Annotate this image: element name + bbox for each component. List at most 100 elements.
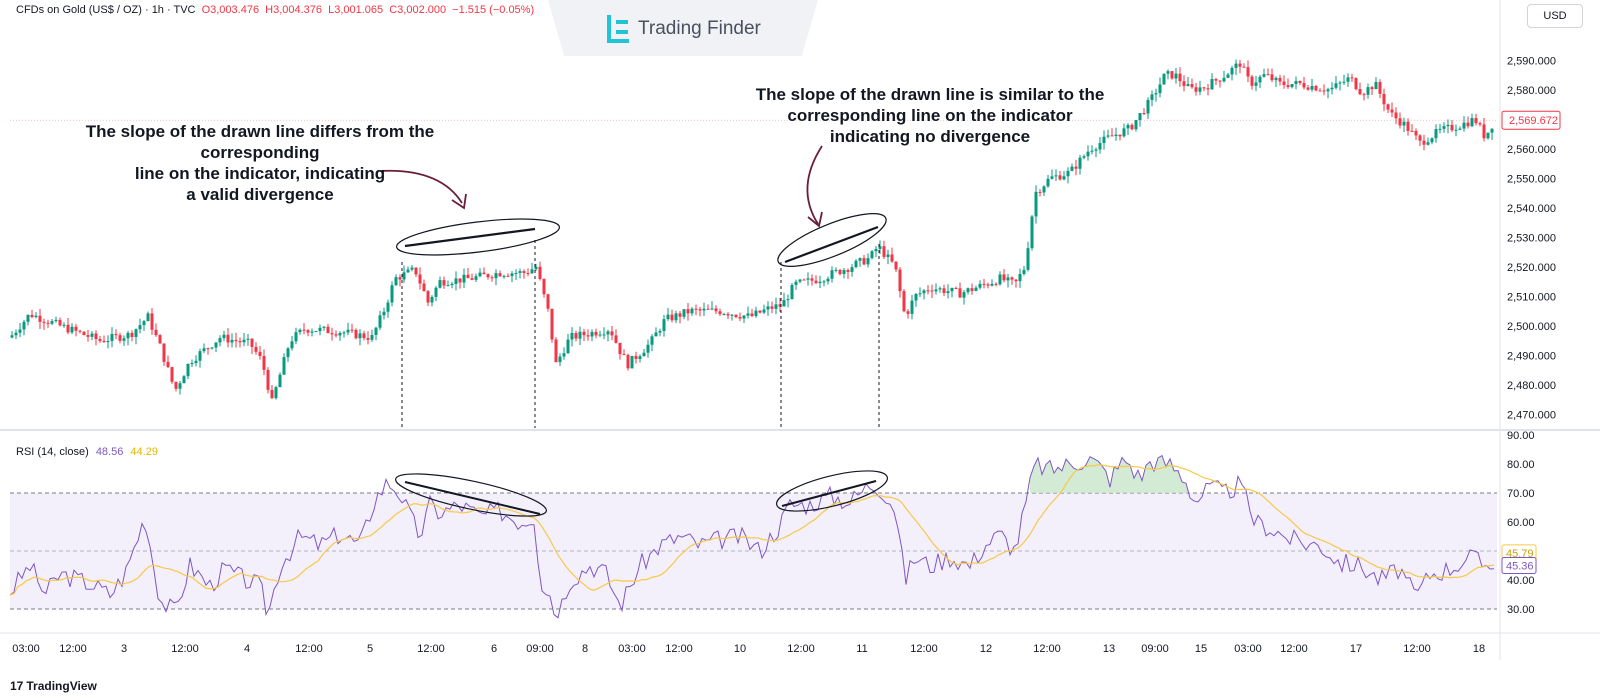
candle-body (418, 274, 422, 284)
candle-body (234, 339, 238, 342)
candle-body (1442, 126, 1446, 129)
candle-body (814, 280, 818, 284)
candle-body (270, 389, 274, 399)
candle-body (274, 387, 278, 399)
tradingview-brand[interactable]: 17 TradingView (10, 679, 97, 693)
price-axis-label: 2,550.000 (1507, 173, 1556, 185)
candle-body (1010, 277, 1014, 280)
time-axis-label: 15 (1195, 643, 1207, 655)
candle-body (978, 283, 982, 288)
candle-body (114, 333, 118, 336)
candle-body (370, 334, 374, 340)
time-axis-label: 18 (1473, 643, 1485, 655)
candle-body (10, 335, 14, 338)
candle-body (722, 314, 726, 316)
candle-body (1266, 74, 1270, 76)
candle-body (822, 281, 826, 283)
candle-body (790, 284, 794, 300)
candle-body (714, 308, 718, 312)
symbol-name[interactable]: CFDs on Gold (US$ / OZ) · 1h · TVC (16, 4, 196, 16)
candle-body (1170, 71, 1174, 79)
candle-body (1146, 99, 1150, 114)
candle-body (758, 310, 762, 313)
candle-body (1102, 136, 1106, 144)
candle-body (1446, 124, 1450, 127)
candle-body (94, 333, 98, 340)
rsi-axis-label: 70.00 (1507, 488, 1535, 500)
candle-body (42, 321, 46, 323)
candle-body (810, 278, 814, 281)
candle-body (1042, 186, 1046, 193)
candle-body (38, 315, 42, 322)
candle-body (1330, 87, 1334, 90)
rsi-legend[interactable]: RSI (14, close) 48.56 44.29 (16, 446, 158, 458)
candle-body (1354, 78, 1358, 90)
candle-body (738, 317, 742, 319)
candle-body (1370, 87, 1374, 90)
candle-body (1174, 73, 1178, 79)
candle-body (1318, 90, 1322, 92)
candle-body (674, 313, 678, 321)
candle-body (150, 313, 154, 330)
candle-body (494, 273, 498, 279)
candle-body (1198, 87, 1202, 92)
rsi-value-tag-label: 45.36 (1506, 561, 1534, 573)
candle-body (1430, 138, 1434, 143)
candle-body (650, 336, 654, 345)
candle-body (1054, 175, 1058, 177)
candle-body (442, 280, 446, 286)
price-axis-label: 2,560.000 (1507, 144, 1556, 156)
candle-body (762, 309, 766, 313)
rsi-title: RSI (14, close) (16, 446, 89, 458)
candle-body (354, 329, 358, 339)
candle-body (502, 275, 506, 277)
candle-body (406, 269, 410, 273)
candle-body (1294, 80, 1298, 85)
annotation-right: The slope of the drawn line is similar t… (735, 84, 1125, 147)
candle-body (686, 309, 690, 314)
candle-body (98, 339, 102, 341)
candle-body (866, 258, 870, 265)
candle-body (126, 332, 130, 339)
candle-body (1062, 176, 1066, 180)
candle-body (706, 308, 710, 310)
time-axis-label: 12:00 (1280, 643, 1308, 655)
time-axis-label: 03:00 (1234, 643, 1262, 655)
candle-body (130, 332, 134, 337)
candle-body (1418, 135, 1422, 141)
candle-body (1394, 112, 1398, 119)
candle-body (582, 331, 586, 336)
candle-body (386, 302, 390, 312)
candle-body (466, 274, 470, 279)
candle-body (482, 272, 486, 275)
candle-body (1470, 118, 1474, 127)
candle-body (1014, 279, 1018, 282)
candle-body (570, 332, 574, 340)
candle-body (1334, 83, 1338, 88)
time-axis-label: 10 (734, 643, 746, 655)
candle-body (534, 266, 538, 270)
candle-body (834, 269, 838, 271)
time-axis-label: 3 (121, 643, 127, 655)
time-axis-label: 4 (244, 643, 250, 655)
candle-body (1406, 121, 1410, 131)
candle-body (910, 300, 914, 314)
candle-body (186, 363, 190, 377)
candle-body (1186, 84, 1190, 86)
candle-body (1486, 132, 1490, 139)
candle-body (1058, 175, 1062, 180)
candle-body (250, 338, 254, 347)
currency-button[interactable]: USD (1527, 4, 1583, 28)
candle-body (1242, 66, 1246, 68)
candle-body (774, 304, 778, 309)
candle-body (258, 351, 262, 356)
candle-body (214, 342, 218, 348)
time-axis-label: 11 (856, 643, 867, 655)
price-axis-label: 2,470.000 (1507, 409, 1556, 421)
candle-body (1434, 129, 1438, 139)
candle-body (670, 314, 674, 321)
rsi-trendline-left (404, 481, 541, 515)
candle-body (162, 343, 166, 362)
